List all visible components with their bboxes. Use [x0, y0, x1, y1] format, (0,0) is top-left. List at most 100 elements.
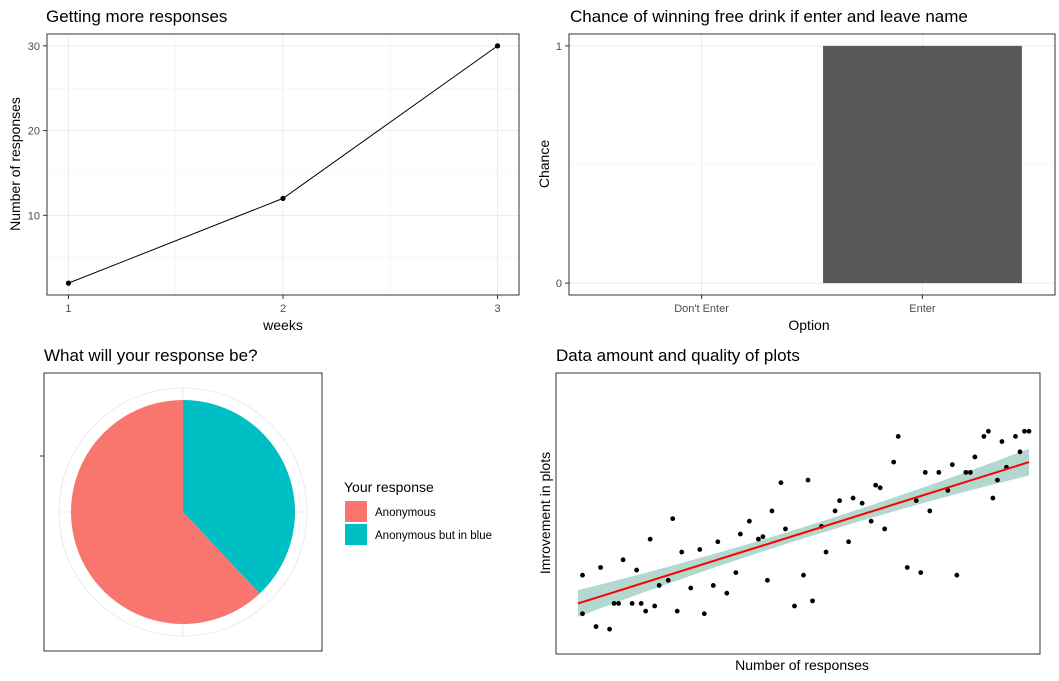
- chart-3-legend-key: [345, 524, 367, 545]
- chart-4-point: [674, 608, 680, 614]
- chart-2-xlabel: Option: [788, 317, 829, 333]
- chart-4-point: [715, 539, 721, 545]
- chart-4-point: [756, 536, 761, 542]
- chart-1-panel-border: [46, 33, 520, 296]
- chart-1-y-tick-label: 10: [28, 210, 40, 222]
- chart-4-point: [927, 508, 933, 514]
- chart-4-point: [954, 572, 960, 578]
- chart-4-point: [710, 583, 716, 588]
- chart-4-point: [859, 500, 865, 506]
- chart-4-point: [805, 477, 811, 483]
- chart-2-x-tick-label: Enter: [909, 303, 936, 315]
- chart-4-point: [945, 487, 951, 493]
- chart-4-ylabel: Imrovement in plots: [537, 452, 553, 574]
- chart-1-point: [280, 195, 286, 201]
- chart-2-y-tick-label: 1: [556, 41, 562, 53]
- chart-4-point: [801, 572, 806, 578]
- chart-4-point: [891, 459, 897, 465]
- chart-4-point: [986, 428, 991, 434]
- chart-1-xlabel: weeks: [262, 317, 303, 333]
- chart-4-point: [990, 495, 996, 501]
- chart-2-ticks: 0 1 Don't Enter Enter: [556, 41, 936, 315]
- chart-4-point: [967, 469, 973, 475]
- chart-4-point: [913, 498, 919, 504]
- chart-4-point: [981, 434, 987, 439]
- chart-4-point: [778, 480, 784, 486]
- chart-2-panel-border: [568, 33, 1056, 296]
- chart-4-point: [593, 624, 599, 629]
- chart-4-point: [647, 536, 653, 542]
- chart-3-legend-key: [345, 501, 367, 522]
- chart-4-point: [904, 565, 910, 570]
- chart-4-point: [873, 482, 879, 488]
- chart-1-point: [494, 43, 501, 49]
- chart-1-line: Getting more responses 1 2 3 10 20 30 weeks N…: [7, 7, 520, 333]
- chart-2-ylabel: Chance: [536, 140, 552, 188]
- chart-3-legend-items: Anonymous Anonymous but in blue: [345, 501, 492, 545]
- chart-4-point: [850, 495, 856, 501]
- chart-4-point: [1017, 449, 1023, 455]
- chart-1-x-tick-label: 3: [494, 303, 500, 315]
- chart-1-x-tick-label: 2: [280, 303, 286, 315]
- chart-4-point: [629, 601, 635, 606]
- chart-4-title: Data amount and quality of plots: [556, 346, 800, 365]
- chart-4-point: [823, 549, 829, 555]
- chart-4-point: [701, 611, 707, 617]
- chart-4-point: [634, 567, 640, 573]
- chart-4-point: [895, 434, 901, 439]
- chart-3-legend-title: Your response: [344, 479, 434, 495]
- chart-4-point: [832, 508, 838, 514]
- chart-2-y-tick-label: 0: [556, 278, 562, 290]
- chart-4-point: [611, 601, 617, 606]
- chart-4-point: [995, 477, 1000, 483]
- chart-4-point: [882, 526, 888, 532]
- chart-4-point: [810, 598, 815, 604]
- chart-4-point: [949, 462, 955, 468]
- chart-1-y-tick-label: 30: [28, 41, 40, 53]
- chart-3-slices: [71, 400, 295, 624]
- chart-4-point: [580, 572, 585, 578]
- chart-4-point: [724, 590, 730, 596]
- chart-1-grid: [47, 34, 519, 295]
- chart-4-scatter: Data amount and quality of plots Number …: [537, 346, 1041, 673]
- chart-4-point: [769, 508, 775, 514]
- chart-4-point: [846, 539, 851, 545]
- chart-4-point: [1013, 434, 1018, 439]
- chart-4-point: [936, 469, 942, 475]
- chart-1-y-tick-label: 20: [28, 126, 40, 138]
- chart-3-pie: What will your response be? Your respons…: [40, 346, 492, 652]
- chart-4-point: [598, 565, 603, 570]
- chart-2-bars: [823, 45, 1022, 284]
- chart-4-point: [963, 469, 969, 475]
- chart-4-point: [765, 577, 770, 583]
- chart-3-legend-label: Anonymous but in blue: [375, 530, 492, 542]
- chart-4-point: [638, 601, 644, 606]
- chart-4-point: [972, 454, 978, 460]
- chart-3-panel-border: [43, 372, 323, 652]
- chart-4-point: [656, 583, 662, 588]
- chart-3-legend-label: Anonymous: [375, 507, 436, 519]
- chart-4-points: [580, 428, 1032, 632]
- chart-3-title: What will your response be?: [44, 346, 258, 365]
- chart-4-panel-border: [555, 372, 1041, 655]
- chart-4-xlabel: Number of responses: [735, 657, 869, 673]
- chart-1-x-tick-label: 1: [65, 303, 71, 315]
- chart-4-point: [877, 485, 883, 491]
- chart-1-title: Getting more responses: [46, 7, 227, 26]
- chart-4-point: [733, 570, 739, 576]
- chart-4-point: [760, 534, 766, 540]
- chart-4-trend-line: [577, 461, 1030, 605]
- chart-4-point: [1022, 428, 1027, 434]
- chart-4-point: [679, 549, 685, 555]
- chart-3-slice: [71, 400, 260, 624]
- chart-4-point: [746, 518, 752, 524]
- chart-2-title: Chance of winning free drink if enter an…: [570, 7, 968, 26]
- chart-4-point: [922, 469, 928, 475]
- chart-4-point: [999, 439, 1005, 444]
- chart-4-point: [643, 608, 649, 614]
- chart-1-points: [65, 43, 501, 286]
- chart-4-point: [1026, 428, 1032, 434]
- chart-4-point: [868, 518, 874, 524]
- chart-4-point: [665, 577, 671, 583]
